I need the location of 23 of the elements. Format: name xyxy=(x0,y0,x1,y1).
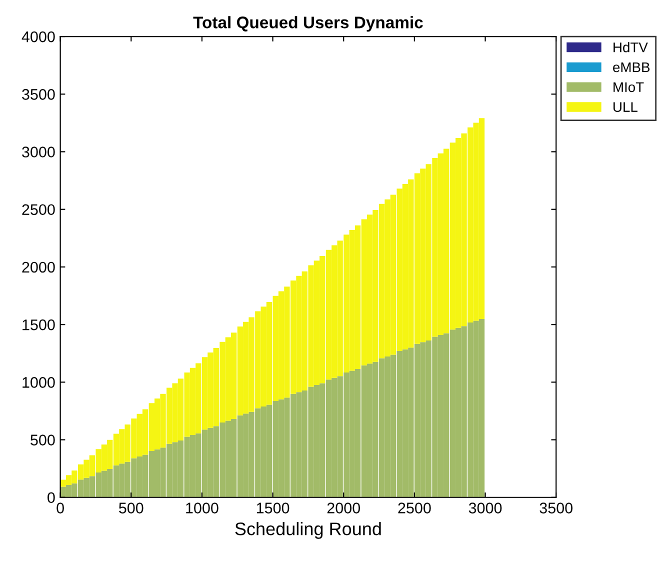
chart-title: Total Queued Users Dynamic xyxy=(193,16,423,32)
y-tick-label: 0 xyxy=(48,492,55,504)
legend-label: MIoT xyxy=(614,82,644,92)
x-tick-label: 2500 xyxy=(398,502,431,514)
y-tick-label: 4000 xyxy=(22,31,55,42)
y-tick-label: 1000 xyxy=(22,377,55,388)
x-axis-title: Scheduling Round xyxy=(235,522,381,539)
legend-label: HdTV xyxy=(614,42,648,52)
legend-label: eMBB xyxy=(613,62,650,72)
y-tick-label: 2500 xyxy=(22,204,55,216)
x-tick-label: 3000 xyxy=(468,502,502,514)
y-tick-label: 500 xyxy=(30,434,55,446)
x-tick-label: 3500 xyxy=(540,502,572,514)
x-tick-label: 0 xyxy=(56,502,64,514)
y-tick-label: 1500 xyxy=(22,319,55,330)
legend-label: ULL xyxy=(614,102,638,112)
x-tick-label: 1000 xyxy=(186,502,218,514)
x-tick-label: 1500 xyxy=(256,502,290,514)
y-tick-label: 3500 xyxy=(22,89,55,100)
y-tick-label: 3000 xyxy=(22,146,55,158)
y-tick-label: 2000 xyxy=(22,262,55,273)
x-tick-label: 500 xyxy=(118,502,144,514)
x-tick-label: 2000 xyxy=(327,502,360,514)
